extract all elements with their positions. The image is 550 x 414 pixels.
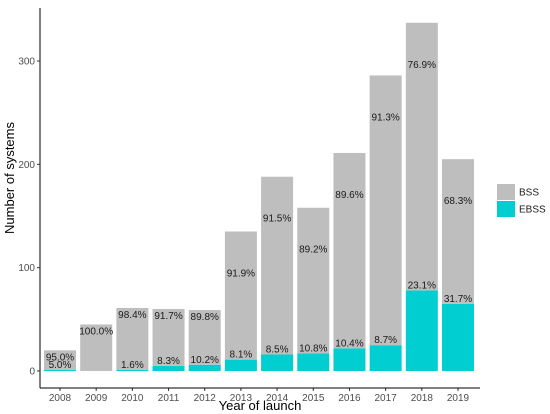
data-labels-layer: 95.0%5.0% 100.0% 98.4% 1.6% 91.7% 8.3% 89.8% 10… [46, 60, 472, 371]
y-tick-label-100: 100 [18, 263, 35, 274]
bar-bss-2019 [442, 159, 474, 304]
bar-ebss-2016 [333, 348, 366, 371]
label-bss-2017: 91.3% [371, 112, 399, 123]
legend-label-bss: BSS [519, 188, 539, 199]
x-tick-label-2015: 2015 [302, 393, 325, 404]
label-ebss-2011: 8.3% [157, 356, 180, 367]
bar-ebss-2008 [44, 369, 76, 371]
y-tick-label-300: 300 [18, 57, 35, 68]
label-ebss-2017: 8.7% [374, 335, 397, 346]
legend-swatch-bss [497, 184, 515, 200]
x-tick-label-2012: 2012 [194, 393, 217, 404]
label-ebss-2010: 1.6% [121, 360, 144, 371]
legend: BSS EBSS [497, 184, 546, 217]
x-tick-label-2014: 2014 [266, 393, 289, 404]
bar-ebss-2011 [152, 365, 185, 371]
label-bss-2018: 76.9% [408, 60, 436, 71]
x-tick-label-2009: 2009 [85, 393, 108, 404]
x-tick-label-2018: 2018 [411, 393, 434, 404]
bar-ebss-2013 [224, 359, 257, 371]
label-ebss-2019: 31.7% [444, 294, 472, 305]
x-tick-label-2010: 2010 [121, 393, 144, 404]
bar-bss-2010 [116, 307, 149, 370]
x-tick-label-2008: 2008 [49, 393, 72, 404]
y-axis-title: Number of systems [2, 122, 17, 234]
label-bss-2013: 91.9% [227, 268, 255, 279]
label-ebss-2015: 10.8% [299, 343, 327, 354]
label-ebss-2013: 8.1% [230, 350, 253, 361]
label-bss-2008: 95.0% [46, 352, 74, 363]
bar-ebss-2015 [297, 353, 330, 371]
x-tick-label-2017: 2017 [375, 393, 398, 404]
axes-layer: 2008 2009 2010 2011 2012 2013 2014 2015 2016 2017… [2, 8, 480, 413]
label-bss-2010: 98.4% [118, 310, 146, 321]
bar-bss-2018 [405, 22, 438, 291]
label-bss-2019: 68.3% [444, 196, 472, 207]
label-bss-2015: 89.2% [299, 245, 327, 256]
bar-bss-2016 [333, 152, 366, 349]
bar-bss-2009 [80, 324, 113, 371]
x-tick-label-2013: 2013 [230, 393, 253, 404]
bar-ebss-2017 [369, 345, 402, 371]
legend-swatch-ebss [497, 201, 515, 217]
bar-ebss-2010 [116, 369, 149, 371]
legend-label-ebss: EBSS [519, 205, 546, 216]
bar-ebss-2014 [261, 354, 294, 371]
label-bss-2012: 89.8% [191, 312, 219, 323]
bar-bss-2011 [152, 309, 185, 366]
bar-bss-2017 [369, 75, 402, 346]
label-ebss-2016: 10.4% [335, 338, 363, 349]
bar-ebss-2019 [442, 303, 474, 371]
bar-bss-2008 [44, 350, 76, 370]
label-ebss-2018: 23.1% [408, 280, 436, 291]
y-tick-label-200: 200 [18, 160, 35, 171]
x-axis-title: Year of launch [219, 398, 302, 413]
label-ebss-2008: 5.0% [49, 360, 72, 371]
x-tick-label-2019: 2019 [447, 393, 470, 404]
bar-bss-2015 [297, 207, 330, 354]
bar-bss-2012 [188, 310, 221, 365]
label-ebss-2012: 10.2% [191, 355, 219, 366]
label-bss-2009: 100.0% [79, 327, 113, 338]
label-ebss-2014: 8.5% [266, 344, 289, 355]
x-tick-label-2016: 2016 [338, 393, 361, 404]
bar-ebss-2018 [405, 290, 438, 371]
label-bss-2014: 91.5% [263, 214, 291, 225]
bars-layer [44, 22, 474, 371]
bar-bss-2013 [224, 231, 257, 360]
bar-bss-2014 [261, 176, 294, 355]
x-tick-label-2011: 2011 [158, 393, 180, 404]
y-tick-label-0: 0 [29, 367, 35, 378]
bar-ebss-2012 [188, 364, 221, 371]
label-bss-2016: 89.6% [335, 190, 363, 201]
label-bss-2011: 91.7% [154, 311, 182, 322]
